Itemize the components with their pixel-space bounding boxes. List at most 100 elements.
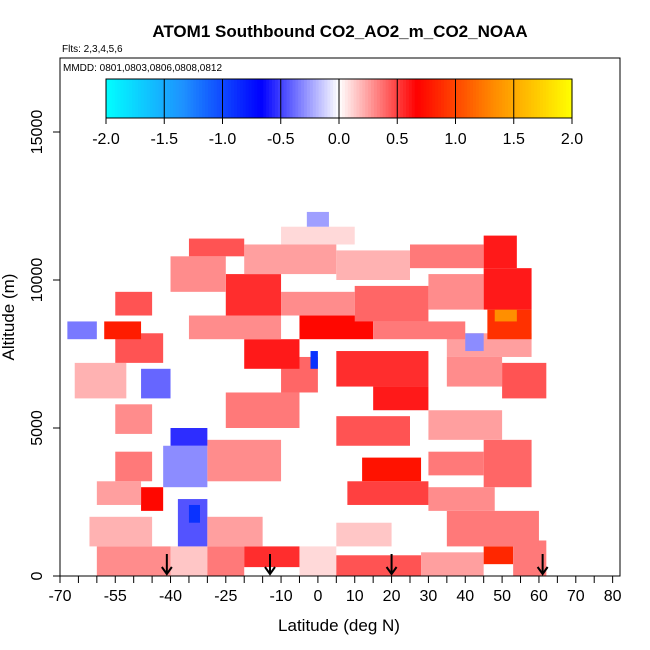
y-axis: 0 5000 10000 15000 [29,110,60,580]
heatmap-cell [428,451,484,476]
colorbar-swatch [140,79,145,118]
colorbar-swatch [312,79,317,118]
colorbar-swatch [242,79,247,118]
colorbar-swatch [292,79,296,118]
colorbar-swatch [505,79,509,118]
colorbar-swatch [397,79,401,118]
colorbar-swatch [135,79,139,118]
colorbar-swatch [350,79,355,118]
y-tick-label: 5000 [29,410,46,446]
colorbar-swatch [432,79,436,118]
heatmap-cell [89,516,153,547]
colorbar-swatch [414,79,419,118]
colorbar-swatch [534,79,538,118]
colorbar-swatch [496,79,500,118]
heatmap-cell [446,510,539,547]
heatmap-cell [336,250,410,280]
colorbar-swatch [464,79,468,118]
heatmap-cell [483,546,514,565]
colorbar-swatch [132,79,136,118]
colorbar-swatch [522,79,526,118]
heatmap-cell [207,516,263,547]
colorbar-swatch [493,79,497,118]
colorbar-swatch [213,79,218,118]
heatmap-cell [96,481,142,505]
colorbar-tick-label: -1.5 [150,131,178,148]
colorbar-swatch [167,79,171,118]
heatmap-cell [244,339,300,369]
heatmap-cell [244,244,337,275]
colorbar-swatch [330,79,334,118]
y-axis-label: Altitude (m) [0,274,18,361]
heatmap-cell [336,351,429,387]
colorbar-swatch [117,79,122,118]
colorbar-swatch [184,79,189,118]
colorbar-swatch [161,79,165,118]
heatmap-cell [141,487,164,511]
colorbar-swatch [114,79,119,118]
colorbar-swatch [251,79,256,118]
colorbar-swatch [371,79,375,118]
arrow-head [385,566,398,576]
x-tick-label: -10 [269,588,292,605]
colorbar-swatch [531,79,535,118]
colorbar-swatch [417,79,422,118]
heatmap-cell [373,386,429,411]
colorbar-swatch [164,79,168,118]
colorbar-swatch [472,79,477,118]
colorbar-swatch [516,79,521,118]
colorbar: -2.0 -1.5 -1.0 -0.5 0.0 0.5 1.0 1.5 2.0 [92,78,583,148]
heatmap-cell [188,504,200,523]
heatmap-cell [483,235,517,269]
colorbar-swatch [202,79,206,118]
y-tick-label: 10000 [29,258,46,303]
colorbar-swatch [341,79,346,118]
colorbar-swatch [254,79,259,118]
heatmap-cell [306,211,329,227]
colorbar-swatch [385,79,390,118]
colorbar-swatch [286,79,291,118]
y-tick-label: 0 [29,571,46,580]
colorbar-swatch [129,79,133,118]
colorbar-swatch [475,79,480,118]
colorbar-swatch [216,79,221,118]
colorbar-swatch [411,79,416,118]
heatmap-cell [115,291,153,316]
colorbar-swatch [289,79,293,118]
colorbar-swatch [231,79,235,118]
colorbar-swatch [272,79,276,118]
heatmap-cells [67,211,547,576]
heatmap-cell [207,439,282,482]
colorbar-tick-label: 1.5 [503,131,525,148]
colorbar-swatch [280,79,285,118]
colorbar-swatch [205,79,209,118]
arrow-head [536,566,549,576]
heatmap-cell [170,256,226,292]
colorbar-swatch [426,79,430,118]
colorbar-swatch [379,79,384,118]
colorbar-swatch [120,79,125,118]
colorbar-swatch [563,79,567,118]
colorbar-swatch [298,79,302,118]
colorbar-swatch [237,79,241,118]
heatmap-cell [446,356,503,387]
heatmap-cell [410,244,484,269]
x-tick-label: 80 [604,588,622,605]
heatmap-cell [373,321,466,340]
profile-arrows [161,554,549,576]
colorbar-swatch [502,79,506,118]
heatmap-cell [336,522,392,547]
colorbar-swatch [324,79,328,118]
colorbar-swatch [446,79,451,118]
x-tick-label: -25 [214,588,237,605]
heatmap-cell [207,546,245,576]
colorbar-swatch [443,79,448,118]
colorbar-swatch [149,79,154,118]
colorbar-swatch [405,79,410,118]
colorbar-swatch [467,79,471,118]
colorbar-swatch [266,79,270,118]
x-axis-label: Latitude (deg N) [278,616,400,635]
colorbar-swatch [306,79,311,118]
colorbar-swatch [193,79,197,118]
